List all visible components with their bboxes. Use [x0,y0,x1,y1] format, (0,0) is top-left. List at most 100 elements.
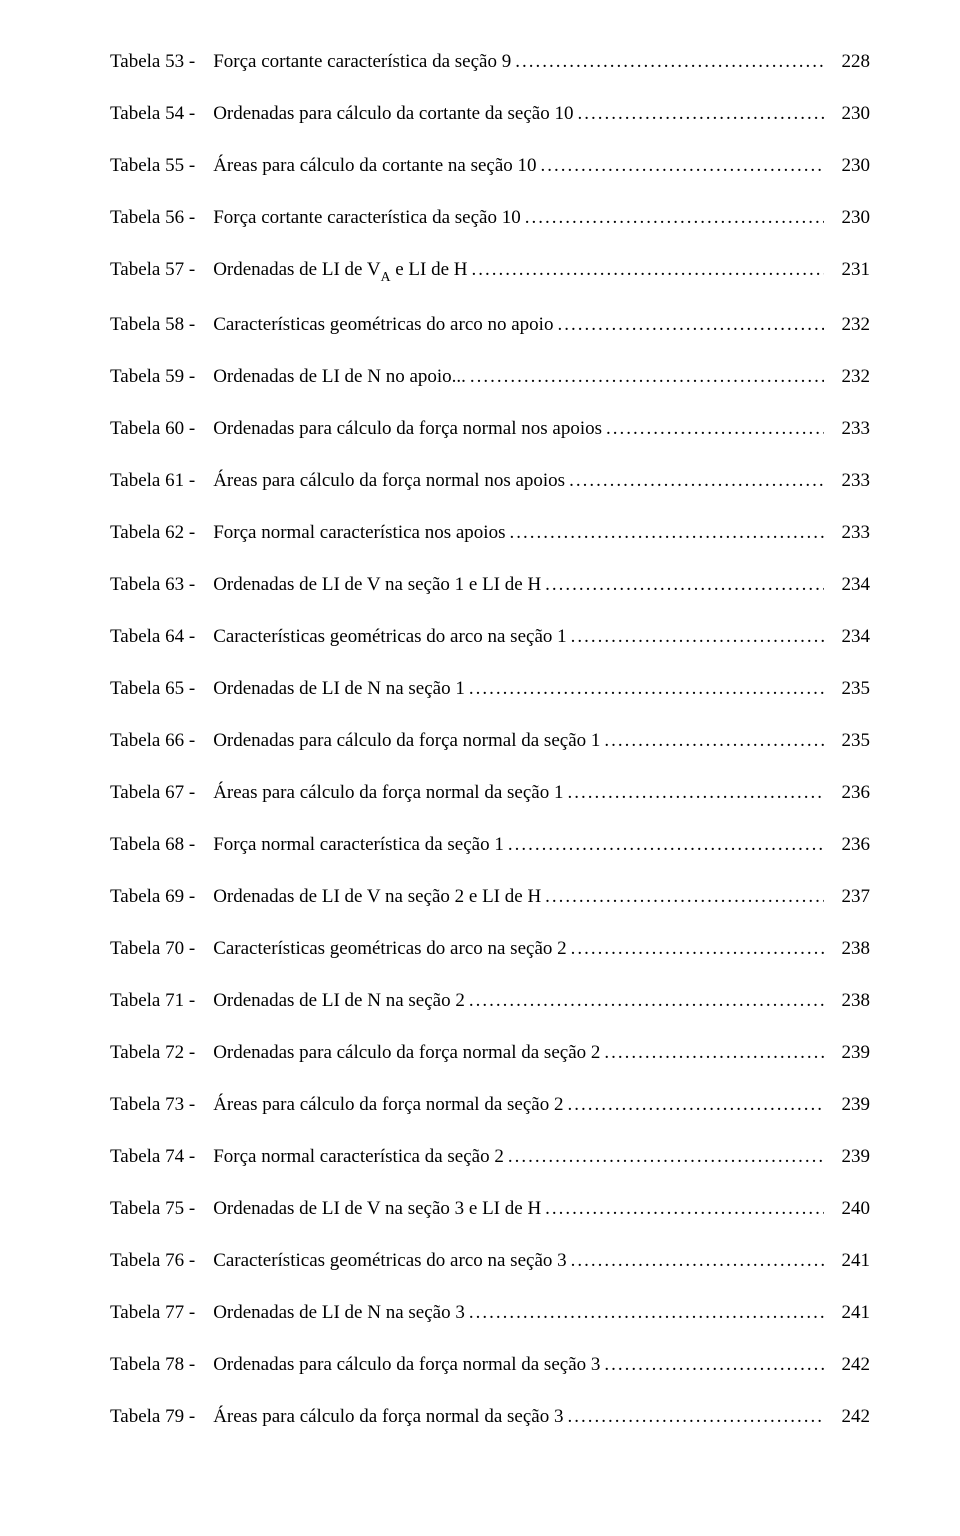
toc-row: Tabela 76 -Características geométricas d… [110,1251,870,1270]
toc-description: Características geométricas do arco na s… [213,627,570,646]
toc-leader-dots: ........................................… [604,731,824,750]
toc-leader-dots: ........................................… [606,419,824,438]
toc-description: Características geométricas do arco na s… [213,939,570,958]
toc-description: Áreas para cálculo da força normal da se… [213,1407,567,1426]
toc-leader-dots: ........................................… [541,156,824,175]
toc-page-number: 238 [824,991,870,1010]
toc-label: Tabela 56 - [110,208,213,227]
toc-label: Tabela 79 - [110,1407,213,1426]
toc-row: Tabela 72 -Ordenadas para cálculo da for… [110,1043,870,1062]
toc-leader-dots: ........................................… [469,1303,824,1322]
toc-leader-dots: ........................................… [525,208,824,227]
toc-page-number: 232 [824,315,870,334]
toc-description: Áreas para cálculo da força normal da se… [213,783,567,802]
toc-row: Tabela 61 -Áreas para cálculo da força n… [110,471,870,490]
toc-label: Tabela 78 - [110,1355,213,1374]
toc-page-number: 239 [824,1147,870,1166]
toc-label: Tabela 70 - [110,939,213,958]
toc-page-number: 234 [824,627,870,646]
toc-page-number: 230 [824,156,870,175]
toc-page-number: 241 [824,1303,870,1322]
toc-page-number: 236 [824,783,870,802]
toc-leader-dots: ........................................… [567,1095,824,1114]
toc-description: Força normal característica nos apoios [213,523,509,542]
toc-row: Tabela 58 -Características geométricas d… [110,315,870,334]
toc-row: Tabela 55 -Áreas para cálculo da cortant… [110,156,870,175]
toc-description: Ordenadas para cálculo da força normal d… [213,1043,604,1062]
toc-label: Tabela 54 - [110,104,213,123]
toc-label: Tabela 67 - [110,783,213,802]
toc-description: Força normal característica da seção 2 [213,1147,508,1166]
toc-leader-dots: ........................................… [604,1043,824,1062]
toc-page-number: 238 [824,939,870,958]
toc-page-number: 242 [824,1407,870,1426]
toc-row: Tabela 75 -Ordenadas de LI de V na seção… [110,1199,870,1218]
toc-page-number: 231 [824,260,870,279]
toc-leader-dots: ........................................… [508,835,824,854]
toc-row: Tabela 79 -Áreas para cálculo da força n… [110,1407,870,1426]
toc-description: Características geométricas do arco no a… [213,315,557,334]
toc-leader-dots: ........................................… [545,887,824,906]
toc-page-number: 241 [824,1251,870,1270]
toc-page-number: 236 [824,835,870,854]
toc-page-number: 235 [824,731,870,750]
toc-label: Tabela 58 - [110,315,213,334]
toc-label: Tabela 57 - [110,260,213,279]
toc-leader-dots: ........................................… [509,523,824,542]
toc-leader-dots: ........................................… [577,104,824,123]
toc-page-number: 239 [824,1095,870,1114]
toc-page-number: 233 [824,523,870,542]
toc-description: Ordenadas de LI de VA e LI de H [213,260,471,282]
toc-description: Ordenadas de LI de V na seção 3 e LI de … [213,1199,545,1218]
toc-label: Tabela 66 - [110,731,213,750]
toc-label: Tabela 69 - [110,887,213,906]
toc-leader-dots: ........................................… [469,679,824,698]
toc-leader-dots: ........................................… [545,1199,824,1218]
toc-leader-dots: ........................................… [557,315,824,334]
table-of-contents: Tabela 53 -Força cortante característica… [110,52,870,1426]
toc-page-number: 242 [824,1355,870,1374]
toc-leader-dots: ........................................… [470,367,824,386]
toc-page-number: 240 [824,1199,870,1218]
toc-label: Tabela 53 - [110,52,213,71]
toc-row: Tabela 70 -Características geométricas d… [110,939,870,958]
toc-label: Tabela 71 - [110,991,213,1010]
toc-description: Ordenadas para cálculo da cortante da se… [213,104,577,123]
toc-row: Tabela 57 -Ordenadas de LI de VA e LI de… [110,260,870,282]
toc-label: Tabela 59 - [110,367,213,386]
toc-page-number: 239 [824,1043,870,1062]
toc-label: Tabela 75 - [110,1199,213,1218]
toc-description: Ordenadas para cálculo da força normal n… [213,419,606,438]
toc-label: Tabela 76 - [110,1251,213,1270]
toc-row: Tabela 54 -Ordenadas para cálculo da cor… [110,104,870,123]
toc-row: Tabela 53 -Força cortante característica… [110,52,870,71]
toc-description: Força cortante característica da seção 9 [213,52,515,71]
toc-row: Tabela 59 -Ordenadas de LI de N no apoio… [110,367,870,386]
toc-label: Tabela 55 - [110,156,213,175]
toc-label: Tabela 77 - [110,1303,213,1322]
toc-row: Tabela 68 -Força normal característica d… [110,835,870,854]
toc-description: Ordenadas de LI de V na seção 2 e LI de … [213,887,545,906]
toc-leader-dots: ........................................… [571,939,824,958]
toc-label: Tabela 68 - [110,835,213,854]
toc-description: Ordenadas para cálculo da força normal d… [213,731,604,750]
toc-leader-dots: ........................................… [604,1355,824,1374]
toc-row: Tabela 69 -Ordenadas de LI de V na seção… [110,887,870,906]
toc-row: Tabela 64 -Características geométricas d… [110,627,870,646]
toc-row: Tabela 78 -Ordenadas para cálculo da for… [110,1355,870,1374]
toc-leader-dots: ........................................… [469,991,824,1010]
toc-row: Tabela 63 -Ordenadas de LI de V na seção… [110,575,870,594]
toc-description: Ordenadas de LI de N na seção 1 [213,679,469,698]
toc-row: Tabela 67 -Áreas para cálculo da força n… [110,783,870,802]
toc-row: Tabela 62 -Força normal característica n… [110,523,870,542]
toc-leader-dots: ........................................… [567,783,824,802]
toc-description: Força normal característica da seção 1 [213,835,508,854]
toc-description: Ordenadas de LI de V na seção 1 e LI de … [213,575,545,594]
toc-label: Tabela 72 - [110,1043,213,1062]
toc-leader-dots: ........................................… [567,1407,824,1426]
toc-label: Tabela 64 - [110,627,213,646]
toc-page-number: 232 [824,367,870,386]
toc-leader-dots: ........................................… [508,1147,824,1166]
toc-page-number: 233 [824,471,870,490]
toc-row: Tabela 60 -Ordenadas para cálculo da for… [110,419,870,438]
